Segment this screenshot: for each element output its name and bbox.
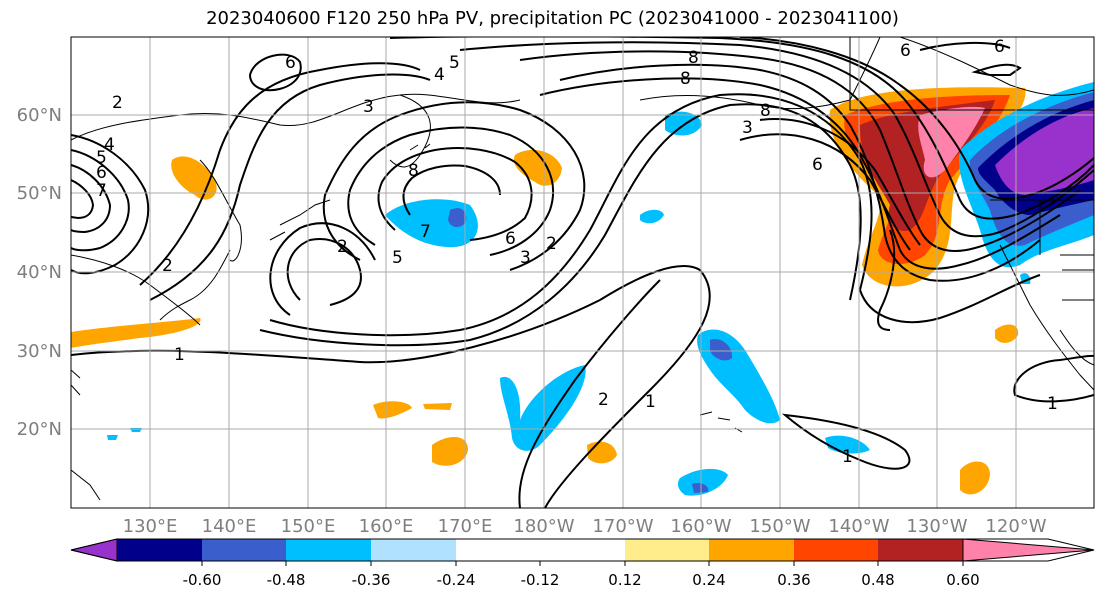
contour-label: 6 xyxy=(994,37,1005,57)
lat-label: 20°N xyxy=(17,419,62,440)
lon-label: 130°W xyxy=(906,516,967,537)
contour-label: 4 xyxy=(104,135,115,155)
map-border xyxy=(70,36,1095,509)
colorbar-swatch xyxy=(286,539,371,561)
positive-blob xyxy=(432,436,468,466)
colorbar: -0.60 -0.48 -0.36 -0.24 -0.12 0.12 0.24 … xyxy=(70,538,1095,589)
latitude-labels: 60°N 50°N 40°N 30°N 20°N xyxy=(17,105,62,440)
contour-label: 5 xyxy=(449,53,460,73)
contour-label: 8 xyxy=(760,101,771,121)
colorbar-tick-label: -0.24 xyxy=(437,571,476,589)
colorbar-swatch xyxy=(709,539,794,561)
lon-label: 160°W xyxy=(670,516,731,537)
colorbar-swatch xyxy=(117,539,202,561)
contour-label: 6 xyxy=(812,155,823,175)
negative-blob xyxy=(710,339,733,361)
lat-label: 30°N xyxy=(17,341,62,362)
contour-label: 1 xyxy=(842,447,853,467)
contour-label: 2 xyxy=(546,234,557,254)
colorbar-swatch xyxy=(540,539,625,561)
negative-blob xyxy=(640,209,664,224)
colorbar-min-arrow xyxy=(70,538,118,562)
contour-label: 7 xyxy=(420,222,431,242)
contour-label: 6 xyxy=(900,41,911,61)
lon-label: 170°W xyxy=(592,516,653,537)
lon-label: 140°E xyxy=(202,516,257,537)
lon-label: 160°E xyxy=(359,516,414,537)
contour-label: 6 xyxy=(505,229,516,249)
contour-label: 3 xyxy=(363,97,374,117)
colorbar-swatch xyxy=(202,539,286,561)
precip-shading xyxy=(71,82,1094,496)
contour-label: 1 xyxy=(645,392,656,412)
contour-label: 2 xyxy=(337,237,348,257)
colorbar-outline xyxy=(70,538,1095,562)
lat-label: 40°N xyxy=(17,262,62,283)
colorbar-tick-label: 0.24 xyxy=(692,571,725,589)
contour-label: 2 xyxy=(598,390,609,410)
contour-label: 3 xyxy=(520,248,531,268)
lon-label: 140°W xyxy=(828,516,889,537)
lat-label: 60°N xyxy=(17,105,62,126)
pv-contours xyxy=(71,37,1094,508)
negative-blob xyxy=(692,482,709,493)
contour-label: 1 xyxy=(174,345,185,365)
contour-label: 1 xyxy=(1047,394,1058,414)
positive-blob xyxy=(71,318,201,348)
colorbar-tick-label: -0.60 xyxy=(183,571,222,589)
negative-blob xyxy=(677,468,728,496)
colorbar-tick-label: 0.48 xyxy=(861,571,894,589)
colorbar-max-arrow xyxy=(962,538,1095,562)
negative-blob xyxy=(665,111,702,136)
contour-label: 8 xyxy=(688,48,699,68)
contour-label: 3 xyxy=(742,118,753,138)
contour-label: 7 xyxy=(96,181,107,201)
colorbar-tick-label: 0.36 xyxy=(777,571,810,589)
lon-label: 120°W xyxy=(985,516,1046,537)
lon-label: 130°E xyxy=(123,516,178,537)
colorbar-tick-label: -0.12 xyxy=(521,571,560,589)
contour-label: 4 xyxy=(434,65,445,85)
colorbar-swatch xyxy=(625,539,709,561)
lon-label: 150°E xyxy=(281,516,336,537)
lon-label: 170°E xyxy=(438,516,493,537)
contour-label: 8 xyxy=(408,161,419,181)
contour-label: 5 xyxy=(392,248,403,268)
negative-blob xyxy=(107,435,118,440)
colorbar-tick-label: -0.48 xyxy=(267,571,306,589)
positive-anomaly-core xyxy=(918,106,985,178)
colorbar-swatch xyxy=(456,539,540,561)
colorbar-swatch xyxy=(371,539,456,561)
positive-blob xyxy=(960,461,990,495)
map-title: 2023040600 F120 250 hPa PV, precipitatio… xyxy=(206,8,899,29)
negative-anomaly-core xyxy=(995,108,1094,195)
contour-label: 2 xyxy=(112,93,123,113)
positive-blob xyxy=(373,401,412,419)
longitude-labels: 130°E 140°E 150°E 160°E 170°E 180°W 170°… xyxy=(123,516,1047,537)
contour-labels: 6 4 5 3 2 8 7 6 3 5 4 5 6 7 2 2 2 1 2 1 … xyxy=(96,37,1058,467)
positive-blob xyxy=(995,324,1019,343)
colorbar-tick-label: 0.12 xyxy=(608,571,641,589)
colorbar-swatch xyxy=(878,539,963,561)
lon-label: 150°W xyxy=(749,516,810,537)
coastlines xyxy=(71,37,1094,501)
colorbar-tick-label: -0.36 xyxy=(352,571,391,589)
colorbar-tick-label: 0.60 xyxy=(946,571,979,589)
lon-label: 180°W xyxy=(513,516,574,537)
lat-label: 50°N xyxy=(17,183,62,204)
positive-blob xyxy=(423,403,452,410)
contour-label: 6 xyxy=(96,163,107,183)
contour-label: 8 xyxy=(680,69,691,89)
contour-label: 5 xyxy=(96,148,107,168)
gridlines xyxy=(71,37,1094,508)
colorbar-swatch xyxy=(794,539,878,561)
contour-label: 2 xyxy=(162,256,173,276)
negative-blob xyxy=(448,208,467,228)
contour-label: 6 xyxy=(285,53,296,73)
